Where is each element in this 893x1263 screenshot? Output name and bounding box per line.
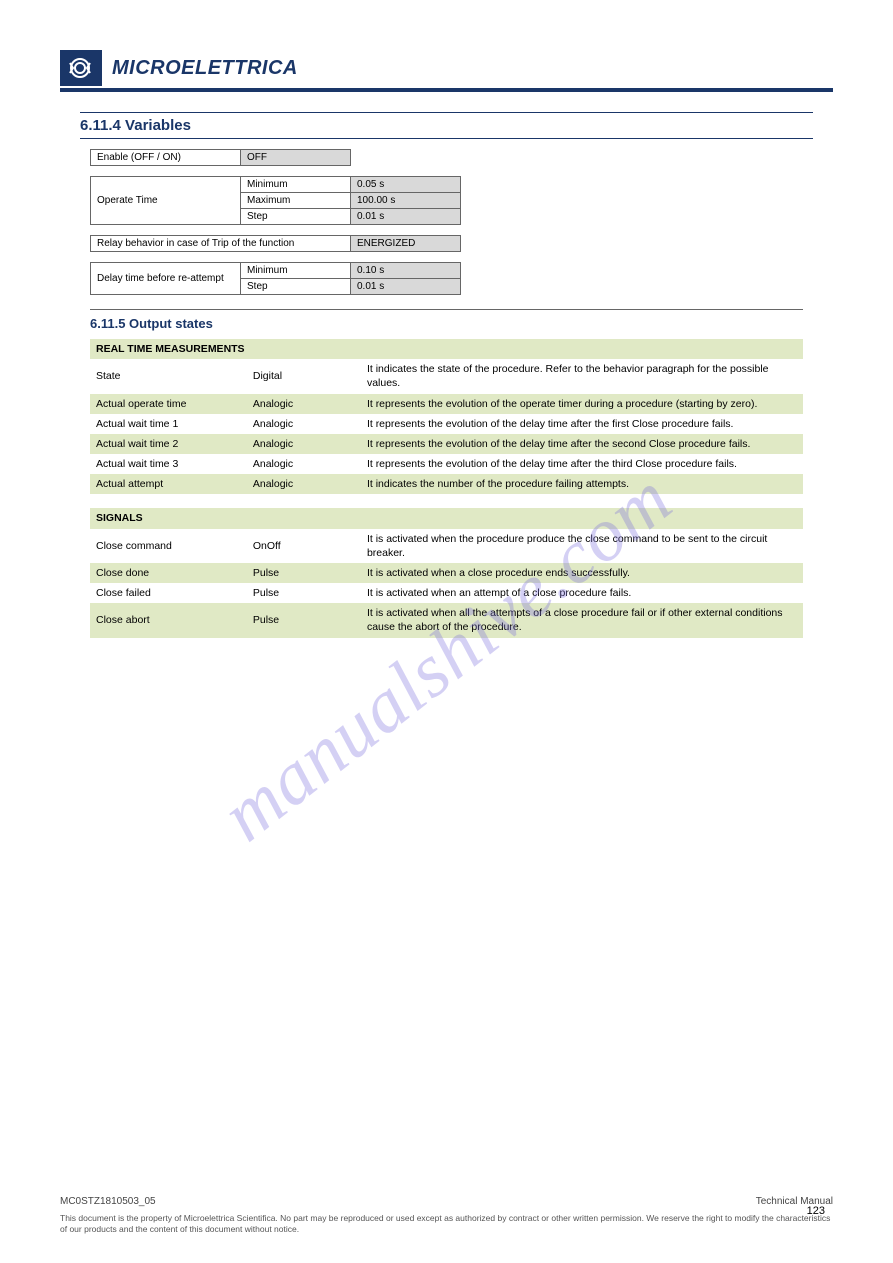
cell: Actual wait time 3 (90, 454, 247, 474)
measurements-table: REAL TIME MEASUREMENTS State Digital It … (90, 339, 803, 494)
param-value: OFF (241, 150, 351, 166)
logo-icon (68, 56, 92, 80)
param-table-behavior: Relay behavior in case of Trip of the fu… (90, 235, 461, 252)
cell: It is activated when a close procedure e… (361, 563, 803, 583)
param-label: Relay behavior in case of Trip of the fu… (91, 236, 351, 252)
param-value: ENERGIZED (351, 236, 461, 252)
cell: Digital (247, 359, 361, 393)
param-sub: Maximum (241, 193, 351, 209)
cell: Analogic (247, 454, 361, 474)
cell: Close command (90, 529, 247, 563)
brand-logo (60, 50, 102, 86)
table-title: SIGNALS (90, 508, 803, 528)
page-header: MICROELETTRICA (60, 50, 833, 92)
param-sub: Minimum (241, 263, 351, 279)
brand-name: MICROELETTRICA (112, 57, 298, 80)
param-value: 0.10 s (351, 263, 461, 279)
cell: It is activated when all the attempts of… (361, 603, 803, 637)
cell: It represents the evolution of the delay… (361, 414, 803, 434)
signals-table: SIGNALS Close command OnOff It is activa… (90, 508, 803, 637)
section-title: 6.11.4 Variables (80, 112, 813, 139)
param-label: Enable (OFF / ON) (91, 150, 241, 166)
param-table-delay: Delay time before re-attempt Minimum 0.1… (90, 262, 461, 295)
param-sub: Step (241, 209, 351, 225)
param-value: 0.05 s (351, 177, 461, 193)
cell: Pulse (247, 563, 361, 583)
cell: It represents the evolution of the delay… (361, 434, 803, 454)
cell: It indicates the state of the procedure.… (361, 359, 803, 393)
cell: Analogic (247, 434, 361, 454)
footer-doc-type: Technical Manual (756, 1196, 833, 1207)
cell: OnOff (247, 529, 361, 563)
cell: Close done (90, 563, 247, 583)
subsection-title: 6.11.5 Output states (90, 309, 803, 331)
cell: It is activated when an attempt of a clo… (361, 583, 803, 603)
cell: It is activated when the procedure produ… (361, 529, 803, 563)
footer-disclaimer: This document is the property of Microel… (60, 1213, 833, 1235)
cell: Close abort (90, 603, 247, 637)
param-table-enable: Enable (OFF / ON) OFF (90, 149, 351, 166)
cell: It represents the evolution of the opera… (361, 394, 803, 414)
param-table-operate: Operate Time Minimum 0.05 s Maximum 100.… (90, 176, 461, 225)
cell: It represents the evolution of the delay… (361, 454, 803, 474)
param-sub: Step (241, 279, 351, 295)
page-footer: MC0STZ1810503_05 Technical Manual This d… (60, 1196, 833, 1235)
cell: Actual wait time 1 (90, 414, 247, 434)
param-value: 0.01 s (351, 209, 461, 225)
footer-doc-id: MC0STZ1810503_05 (60, 1196, 156, 1207)
cell: Actual attempt (90, 474, 247, 494)
param-label: Delay time before re-attempt (91, 263, 241, 295)
param-value: 0.01 s (351, 279, 461, 295)
cell: Pulse (247, 603, 361, 637)
cell: Actual wait time 2 (90, 434, 247, 454)
cell: Analogic (247, 394, 361, 414)
cell: State (90, 359, 247, 393)
param-label: Operate Time (91, 177, 241, 225)
param-sub: Minimum (241, 177, 351, 193)
cell: Actual operate time (90, 394, 247, 414)
content-body: Enable (OFF / ON) OFF Operate Time Minim… (60, 149, 833, 638)
cell: Close failed (90, 583, 247, 603)
cell: It indicates the number of the procedure… (361, 474, 803, 494)
table-title: REAL TIME MEASUREMENTS (90, 339, 803, 359)
cell: Analogic (247, 414, 361, 434)
cell: Analogic (247, 474, 361, 494)
cell: Pulse (247, 583, 361, 603)
param-value: 100.00 s (351, 193, 461, 209)
